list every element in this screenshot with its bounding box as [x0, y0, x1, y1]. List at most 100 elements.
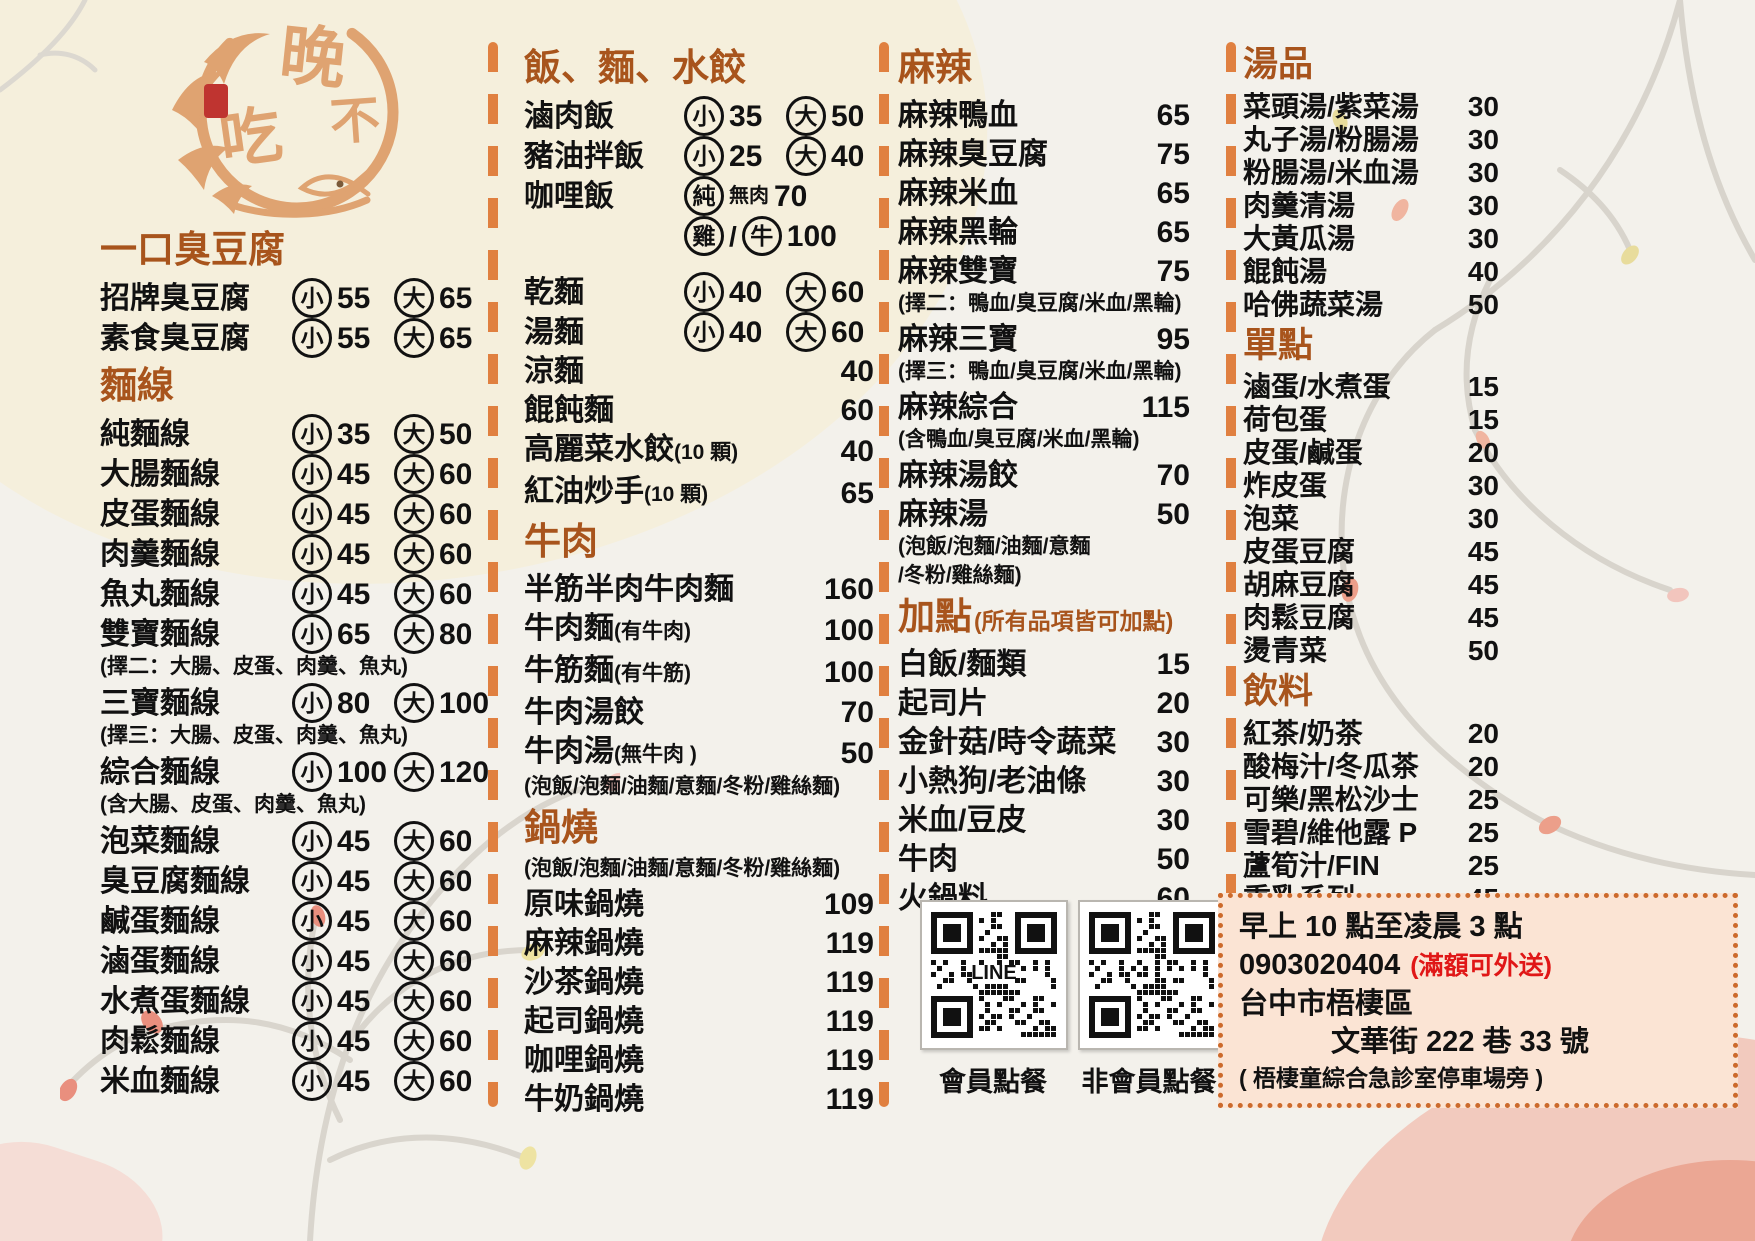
- item-name: 起司鍋燒: [524, 1005, 644, 1039]
- price-group: 75: [1134, 135, 1190, 174]
- price-large: 40: [831, 139, 865, 173]
- price: 119: [825, 1083, 874, 1117]
- section-title-text: 麵線: [100, 365, 174, 407]
- item-name: 金針菇/時令蔬菜: [898, 726, 1117, 760]
- price-small: 45: [337, 537, 371, 571]
- menu-item-row: 大黃瓜湯 30: [1243, 222, 1499, 255]
- price: 45: [1467, 602, 1499, 633]
- price-group: 15: [1443, 370, 1499, 403]
- menu-item-row: 餛飩麵 60: [524, 391, 874, 430]
- menu-item-row: 炸皮蛋 30: [1243, 469, 1499, 502]
- section-title-text: 鍋燒: [524, 807, 598, 849]
- size-badge-small-icon: 小: [684, 272, 724, 313]
- price-group: 119: [818, 1041, 874, 1080]
- price: 45: [1467, 569, 1499, 600]
- price-small: 45: [337, 497, 371, 531]
- size-badge-small-icon: 小: [292, 1021, 332, 1062]
- price-group: 160: [818, 570, 874, 609]
- price-group: 75: [1134, 252, 1190, 291]
- member-qr-label: 會員點餐: [939, 1067, 1047, 1097]
- menu-item-row: 麻辣三寶 95: [898, 320, 1190, 359]
- menu-item-row: 菜頭湯/紫菜湯 30: [1243, 90, 1499, 123]
- price-group: 小 35 大 50: [684, 96, 874, 137]
- price-small: 45: [337, 457, 371, 491]
- price-large: 50: [439, 417, 473, 451]
- item-name: 牛筋麵(有牛筋): [524, 654, 691, 688]
- item-name: 紅茶/奶茶: [1243, 717, 1363, 749]
- menu-item-row: 荷包蛋 15: [1243, 403, 1499, 436]
- item-name: 原味鍋燒: [524, 888, 644, 922]
- price: 109: [823, 888, 874, 922]
- menu-item-row: 麻辣湯餃 70: [898, 456, 1190, 495]
- item-name: 粉腸湯/米血湯: [1243, 156, 1419, 188]
- logo-artwork: [172, 10, 399, 218]
- menu-item-row: 滷蛋麵線 小 45 大 60: [100, 941, 482, 982]
- item-name: 牛肉麵(有牛肉): [524, 612, 691, 646]
- price: 50: [1467, 288, 1499, 320]
- price-group: 119: [818, 1080, 874, 1119]
- price-large: 60: [439, 537, 473, 571]
- price: 100: [823, 655, 874, 689]
- price: 65: [1156, 216, 1190, 250]
- price-small: 25: [729, 139, 763, 173]
- menu-item-row: 麻辣臭豆腐 75: [898, 135, 1190, 174]
- price-group: 30: [1443, 90, 1499, 123]
- price-large: 60: [439, 864, 473, 898]
- price: 50: [1156, 843, 1190, 877]
- price: 50: [1156, 498, 1190, 532]
- contact-line: 文華街 222 巷 33 號: [1239, 1023, 1717, 1061]
- price-group: 65: [1134, 96, 1190, 135]
- menu-item-row: 金針菇/時令蔬菜 30: [898, 723, 1190, 762]
- section-title: 湯品: [1243, 42, 1499, 88]
- menu-item-row: 酸梅汁/冬瓜茶 20: [1243, 750, 1499, 783]
- contact-line: 0903020404 (滿額可外送): [1239, 946, 1717, 985]
- menu-item-row: 麻辣鍋燒 119: [524, 924, 874, 963]
- item-name: 麻辣米血: [898, 177, 1018, 211]
- size-badge-large-icon: 大: [394, 861, 434, 902]
- item-name: 魚丸麵線: [100, 577, 220, 611]
- size-badge-large-icon: 大: [394, 534, 434, 575]
- item-name: 滷肉飯: [524, 99, 614, 133]
- price: 30: [1467, 503, 1499, 534]
- section-title: 麻辣: [898, 44, 1190, 92]
- section-title: 單點: [1243, 323, 1499, 369]
- menu-item-row: 肉羹麵線 小 45 大 60: [100, 534, 482, 575]
- price-small: 40: [729, 275, 763, 309]
- price: 50: [840, 736, 874, 770]
- price-group: 30: [1443, 222, 1499, 255]
- menu-item-row: 白飯/麵類 15: [898, 645, 1190, 684]
- item-name: 牛肉湯餃: [524, 696, 644, 730]
- item-name: 麻辣湯: [898, 498, 988, 532]
- line-qr-icon: LINE: [928, 909, 1060, 1041]
- contact-box: 早上 10 點至凌晨 3 點 0903020404 (滿額可外送) 台中市梧棲區 文華街…: [1218, 893, 1738, 1108]
- menu-item-row: 胡麻豆腐 45: [1243, 568, 1499, 601]
- item-name: 米血麵線: [100, 1064, 220, 1098]
- price-group: 小 55 大 65: [292, 318, 482, 359]
- menu-item-row: 蘆筍汁/FIN 25: [1243, 849, 1499, 882]
- menu-item-row: 牛肉麵(有牛肉) 100: [524, 609, 874, 651]
- contact-line-text: 台中市梧棲區: [1239, 988, 1414, 1020]
- item-name: 豬油拌飯: [524, 139, 644, 173]
- price: 70: [1156, 459, 1190, 493]
- price-small: 100: [337, 755, 388, 789]
- price-large: 120: [439, 755, 490, 789]
- price-small: 45: [337, 1024, 371, 1058]
- menu-item-row: 牛肉湯(無牛肉 ) 50: [524, 732, 874, 774]
- menu-item-row: 皮蛋豆腐 45: [1243, 535, 1499, 568]
- price-small: 45: [337, 984, 371, 1018]
- menu-item-row: 丸子湯/粉腸湯 30: [1243, 123, 1499, 156]
- price-group: 15: [1134, 645, 1190, 684]
- price-small: 65: [337, 617, 371, 651]
- price-group: 30: [1443, 123, 1499, 156]
- menu-item-row: 滷肉飯 小 35 大 50: [524, 96, 874, 137]
- item-note: (泡飯/泡麵/油麵/意麵: [898, 535, 1091, 559]
- item-note: (擇二：大腸、皮蛋、肉羹、魚丸): [100, 655, 408, 679]
- menu-item-row: 麻辣湯 50: [898, 495, 1190, 534]
- menu-item-row: 臭豆腐麵線 小 45 大 60: [100, 861, 482, 902]
- price-group: 30: [1443, 502, 1499, 535]
- price: 70: [840, 696, 874, 730]
- price-group: 30: [1134, 801, 1190, 840]
- price-group: 20: [1443, 436, 1499, 469]
- price: 160: [823, 573, 874, 607]
- size-badge-small-icon: 小: [684, 312, 724, 353]
